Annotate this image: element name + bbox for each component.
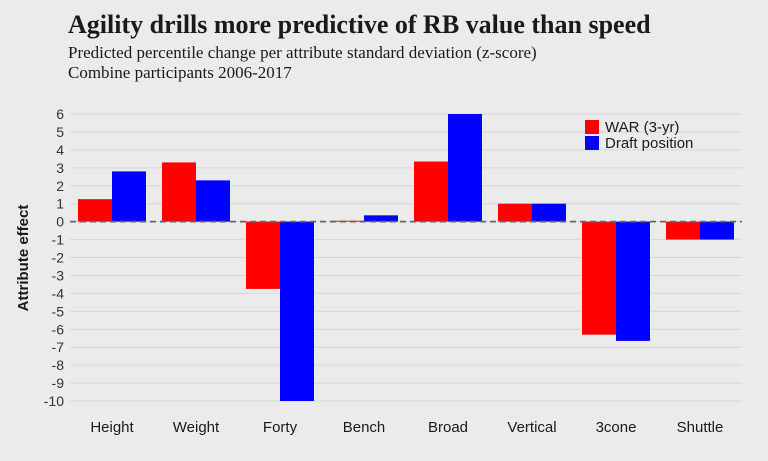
bar-3cone-draft xyxy=(616,221,650,341)
y-tick-label: -6 xyxy=(52,321,65,337)
y-tick-labels: 6 5 4 3 2 1 0 -1 -2-3 -4 -5 -6 -7 -8 -9 -10 xyxy=(44,106,64,409)
bar-bench-draft xyxy=(364,215,398,222)
bar-shuttle-war xyxy=(666,221,700,240)
bar-shuttle-draft xyxy=(700,221,734,240)
y-tick-label: -4 xyxy=(52,285,65,301)
y-tick-label: 5 xyxy=(56,124,64,140)
y-tick-label: 1 xyxy=(56,196,64,212)
y-tick-label: -7 xyxy=(52,339,65,355)
legend-swatch xyxy=(585,136,599,150)
bar-weight-war xyxy=(162,162,196,222)
bar-forty-draft xyxy=(280,221,314,401)
legend-swatch xyxy=(585,120,599,134)
bar-weight-draft xyxy=(196,180,230,222)
bar-broad-war xyxy=(414,161,448,222)
legend-label: Draft position xyxy=(605,135,693,152)
bar-height-draft xyxy=(112,171,146,222)
y-tick-label: -5 xyxy=(52,303,65,319)
y-tick-label: -9 xyxy=(52,375,65,391)
bar-bench-war xyxy=(330,220,364,222)
y-tick-label: 3 xyxy=(56,160,64,176)
legend: WAR (3-yr)Draft position xyxy=(585,119,693,152)
x-category-label: Shuttle xyxy=(677,419,724,436)
y-tick-label: 6 xyxy=(56,106,64,122)
y-tick-label: 4 xyxy=(56,142,64,158)
chart-subtitle-line-1: Predicted percentile change per attribut… xyxy=(68,43,537,62)
chart-subtitle-line-2: Combine participants 2006-2017 xyxy=(68,63,292,82)
bar-vertical-war xyxy=(498,203,532,222)
x-category-label: 3cone xyxy=(596,419,637,436)
y-tick-label: 0 xyxy=(56,214,64,230)
x-category-label: Vertical xyxy=(507,419,556,436)
bar-vertical-draft xyxy=(532,203,566,222)
y-tick-label: 2 xyxy=(56,178,64,194)
chart-title: Agility drills more predictive of RB val… xyxy=(68,10,651,39)
x-category-label: Weight xyxy=(173,419,220,436)
x-category-labels: Height Weight Forty Bench Broad Vertical 3cone… xyxy=(90,419,723,436)
y-tick-label: -1 xyxy=(52,232,65,248)
x-category-label: Bench xyxy=(343,419,386,436)
bar-height-war xyxy=(78,199,112,222)
x-category-label: Broad xyxy=(428,419,468,436)
bars xyxy=(78,114,734,401)
y-axis-label: Attribute effect xyxy=(15,205,32,312)
bar-broad-draft xyxy=(448,114,482,222)
y-tick-label: -2 xyxy=(52,250,65,266)
bar-3cone-war xyxy=(582,221,616,335)
x-category-label: Height xyxy=(90,419,134,436)
legend-label: WAR (3-yr) xyxy=(605,119,679,136)
y-tick-label: -8 xyxy=(52,357,65,373)
y-tick-label: -10 xyxy=(44,393,64,409)
bar-forty-war xyxy=(246,221,280,289)
y-tick-label: -3 xyxy=(52,267,65,283)
x-category-label: Forty xyxy=(263,419,298,436)
